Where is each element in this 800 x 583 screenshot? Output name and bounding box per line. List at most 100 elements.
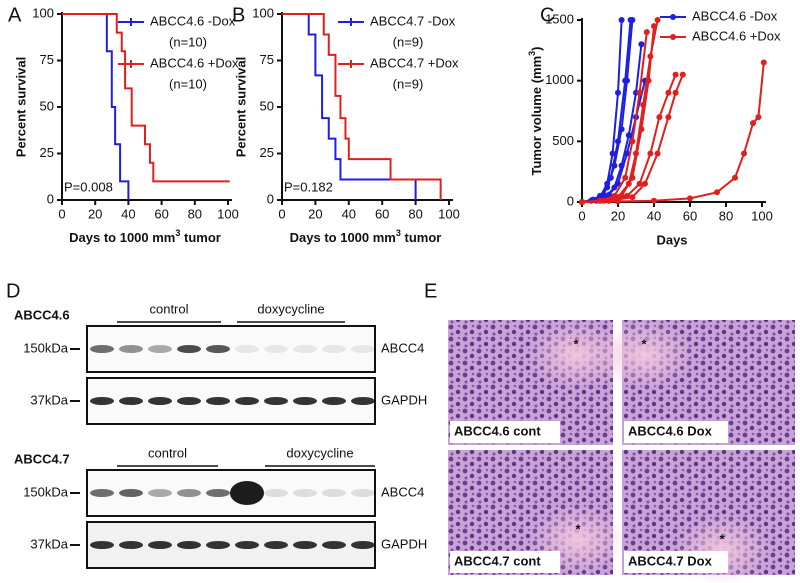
panel-label: B — [232, 4, 245, 26]
image-label: ABCC4.6 cont — [454, 423, 541, 438]
y-axis-label: Percent survival — [13, 57, 28, 157]
blot-frame — [86, 325, 376, 373]
legend-label: ABCC4.6 -Dox — [692, 8, 778, 23]
blot-band — [206, 397, 230, 405]
band-size: 37kDa — [30, 392, 68, 407]
panel-label: C — [540, 4, 554, 26]
x-tick-label: 60 — [154, 206, 168, 221]
band-size: 37kDa — [30, 536, 68, 551]
data-point — [622, 77, 629, 84]
data-line — [62, 13, 230, 183]
y-tick-label: 50 — [40, 98, 54, 113]
data-point — [665, 114, 672, 121]
data-point — [615, 89, 621, 96]
blot-line-label: ABCC4.7 — [14, 451, 70, 466]
blot-band — [264, 397, 288, 405]
data-point — [627, 17, 634, 23]
data-point — [656, 114, 663, 121]
legend-label: ABCC4.6 +Dox — [692, 28, 781, 43]
necrosis-mark: * — [641, 336, 647, 351]
blot-band — [206, 345, 230, 353]
x-tick-label: 60 — [683, 208, 697, 223]
legend-label: ABCC4.6 +Dox — [150, 55, 239, 70]
y-tick-label: 0 — [567, 193, 574, 208]
blot-band — [235, 541, 259, 549]
data-point — [679, 71, 686, 78]
necrosis-mark: * — [573, 336, 579, 351]
x-tick-label: 20 — [308, 206, 322, 221]
y-tick-label: 100 — [32, 5, 54, 20]
y-tick-label: 1000 — [545, 72, 574, 87]
data-point — [615, 198, 621, 205]
blot-band — [264, 541, 288, 549]
legend-n: (n=9) — [393, 34, 424, 49]
blot-band — [293, 397, 317, 405]
y-tick-label: 75 — [40, 52, 54, 67]
blot-band — [230, 481, 264, 505]
data-point — [645, 77, 652, 84]
x-tick-label: 100 — [217, 206, 239, 221]
x-tick-label: 20 — [611, 208, 625, 223]
band-size: 150kDa — [23, 340, 69, 355]
blot-band — [293, 489, 317, 497]
data-point — [687, 195, 693, 202]
y-tick-label: 1500 — [545, 11, 574, 26]
data-point — [629, 194, 636, 201]
data-point — [636, 89, 643, 96]
blot-band — [351, 489, 375, 497]
x-tick-label: 80 — [188, 206, 202, 221]
blot-band — [148, 489, 172, 497]
band-protein: ABCC4 — [381, 484, 424, 499]
data-point — [647, 150, 654, 157]
data-point — [609, 150, 616, 157]
legend-n: (n=9) — [393, 76, 424, 91]
x-tick-label: 80 — [408, 206, 422, 221]
data-point — [654, 150, 661, 157]
band-protein: ABCC4 — [381, 340, 424, 355]
blot-band — [119, 489, 143, 497]
y-tick-label: 100 — [252, 5, 274, 20]
x-axis-label-part: Days to 1000 mm — [290, 230, 396, 245]
image-label: ABCC4.7 cont — [454, 553, 541, 568]
blot-band — [293, 345, 317, 353]
y-axis-label-part: Tumor volume (mm — [529, 56, 544, 176]
x-axis-label-part: 3 — [175, 228, 180, 238]
blot-band — [177, 489, 201, 497]
panel-label: A — [8, 4, 22, 26]
data-point — [638, 41, 645, 48]
blot-band — [322, 489, 346, 497]
blot-band — [148, 397, 172, 405]
y-axis-label: Percent survival — [233, 57, 248, 157]
necrosis-mark: * — [719, 531, 725, 546]
x-tick-label: 0 — [578, 208, 585, 223]
blot-band — [148, 541, 172, 549]
label-bg — [624, 551, 728, 573]
data-line — [62, 13, 130, 200]
y-tick-label: 0 — [47, 191, 54, 206]
band-protein: GAPDH — [381, 392, 427, 407]
blot-band — [177, 541, 201, 549]
image-label: ABCC4.7 Dox — [628, 553, 713, 568]
group-label: control — [149, 301, 188, 316]
band-size: 150kDa — [23, 484, 69, 499]
group-label: doxycycline — [286, 445, 353, 460]
legend-n: (n=10) — [169, 34, 207, 49]
legend-marker — [670, 14, 676, 20]
panel-label: E — [424, 280, 437, 302]
blot-band — [90, 345, 114, 353]
blot-band — [235, 345, 259, 353]
x-axis-label-part: 3 — [396, 228, 401, 238]
y-axis-label: Tumor volume (mm3) — [527, 46, 544, 175]
blot-band — [322, 541, 346, 549]
data-point — [672, 89, 679, 96]
data-line — [282, 13, 417, 200]
legend-label: ABCC4.7 +Dox — [370, 55, 459, 70]
x-tick-label: 60 — [375, 206, 389, 221]
x-tick-label: 100 — [438, 206, 460, 221]
label-bg — [624, 421, 728, 443]
band-protein: GAPDH — [381, 536, 427, 551]
x-tick-label: 0 — [278, 206, 285, 221]
blot-band — [177, 345, 201, 353]
data-point — [760, 59, 767, 66]
y-tick-label: 25 — [40, 145, 54, 160]
